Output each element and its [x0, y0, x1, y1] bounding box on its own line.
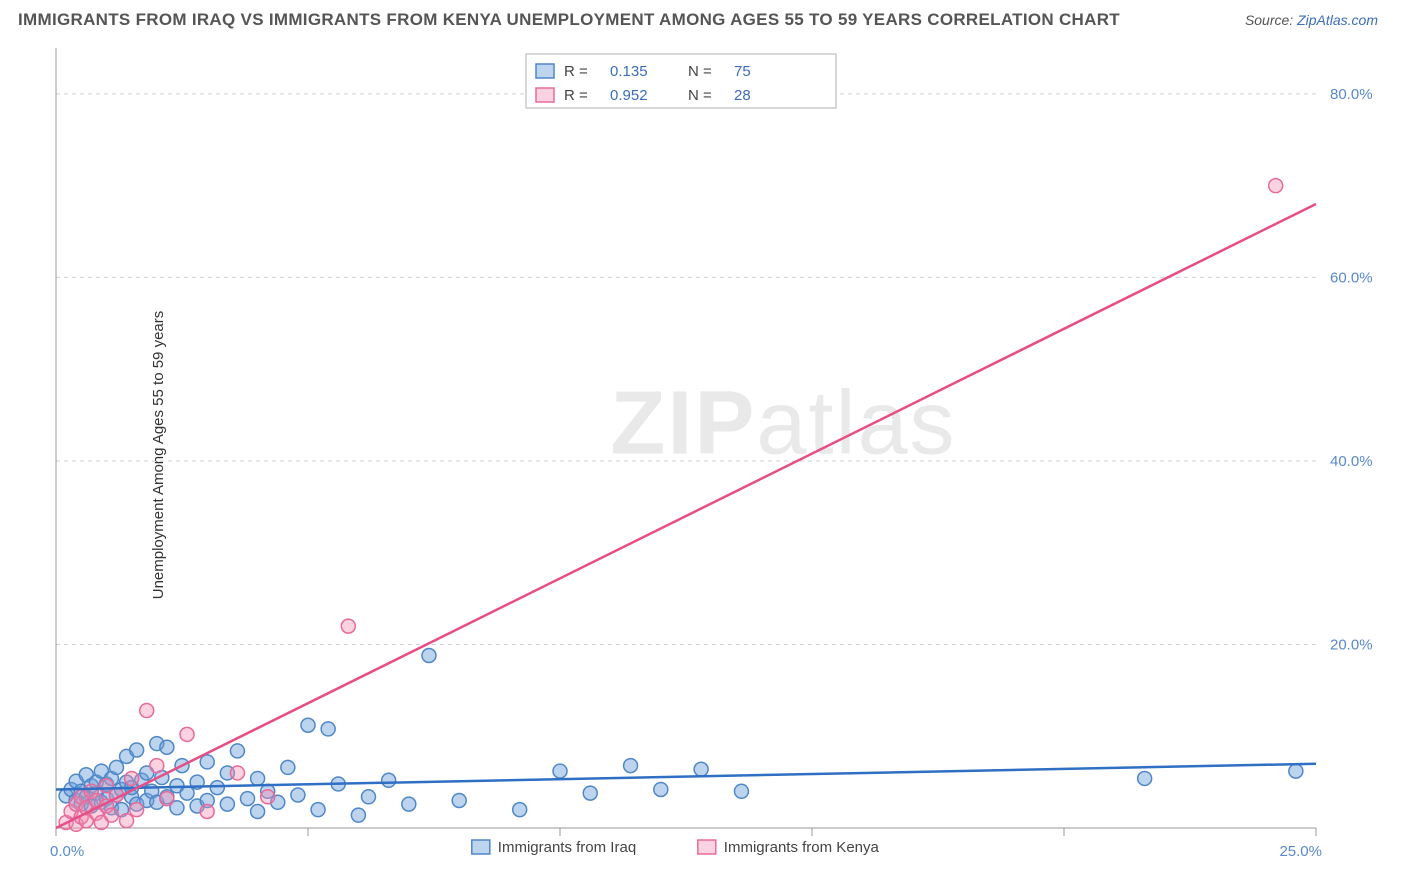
data-point [160, 740, 174, 754]
data-point [109, 760, 123, 774]
data-point [361, 790, 375, 804]
y-tick-label: 40.0% [1330, 453, 1373, 470]
legend-n-value: 28 [734, 87, 751, 104]
y-axis-label: Unemployment Among Ages 55 to 59 years [150, 311, 167, 600]
data-point [311, 803, 325, 817]
legend-swatch [698, 840, 716, 854]
data-point [402, 797, 416, 811]
source-value: ZipAtlas.com [1297, 12, 1378, 28]
data-point [583, 786, 597, 800]
data-point [422, 648, 436, 662]
data-point [694, 762, 708, 776]
y-tick-label: 20.0% [1330, 636, 1373, 653]
data-point [281, 760, 295, 774]
legend-r-value: 0.952 [610, 87, 648, 104]
legend-swatch [536, 64, 554, 78]
legend-n-label: N = [688, 87, 712, 104]
source-label: Source: [1245, 12, 1293, 28]
data-point [210, 781, 224, 795]
data-point [654, 782, 668, 796]
watermark: ZIPatlas [610, 374, 956, 474]
data-point [382, 773, 396, 787]
data-point [553, 764, 567, 778]
data-point [220, 797, 234, 811]
correlation-scatter-chart: ZIPatlas 20.0% 40.0% 60.0% 80.0% 0.0% 25.0% R =… [48, 40, 1380, 868]
legend-r-value: 0.135 [610, 63, 648, 80]
data-point [251, 804, 265, 818]
trend-line [56, 764, 1316, 790]
data-point [104, 808, 118, 822]
data-point [140, 704, 154, 718]
data-point [291, 788, 305, 802]
chart-container: Unemployment Among Ages 55 to 59 years Z… [48, 40, 1380, 870]
legend-n-value: 75 [734, 63, 751, 80]
data-point [180, 786, 194, 800]
data-point [230, 766, 244, 780]
data-point [230, 744, 244, 758]
data-point [261, 790, 275, 804]
data-point [150, 759, 164, 773]
data-point [452, 793, 466, 807]
legend-bottom: Immigrants from Iraq Immigrants from Keny… [472, 839, 880, 856]
legend-series-label: Immigrants from Iraq [498, 839, 636, 856]
legend-swatch [472, 840, 490, 854]
trend-line [56, 204, 1316, 828]
data-point [1269, 179, 1283, 193]
data-point [351, 808, 365, 822]
legend-swatch [536, 88, 554, 102]
data-point [321, 722, 335, 736]
data-point [1289, 764, 1303, 778]
data-point [513, 803, 527, 817]
x-tick-label: 25.0% [1279, 843, 1322, 860]
data-point [125, 771, 139, 785]
data-point [241, 792, 255, 806]
legend-r-label: R = [564, 63, 588, 80]
data-point [130, 743, 144, 757]
data-point [251, 771, 265, 785]
data-point [120, 814, 134, 828]
x-tick-label: 0.0% [50, 843, 84, 860]
chart-title: IMMIGRANTS FROM IRAQ VS IMMIGRANTS FROM … [18, 10, 1120, 30]
source-citation: Source: ZipAtlas.com [1245, 12, 1378, 28]
legend-series-label: Immigrants from Kenya [724, 839, 880, 856]
data-point [301, 718, 315, 732]
data-point [200, 755, 214, 769]
data-point [130, 803, 144, 817]
data-point [1138, 771, 1152, 785]
data-point [624, 759, 638, 773]
legend-r-label: R = [564, 87, 588, 104]
data-point [734, 784, 748, 798]
data-point [200, 804, 214, 818]
data-point [180, 727, 194, 741]
data-point [341, 619, 355, 633]
y-tick-label: 60.0% [1330, 269, 1373, 286]
y-tick-label: 80.0% [1330, 86, 1373, 103]
data-point [160, 792, 174, 806]
legend-n-label: N = [688, 63, 712, 80]
